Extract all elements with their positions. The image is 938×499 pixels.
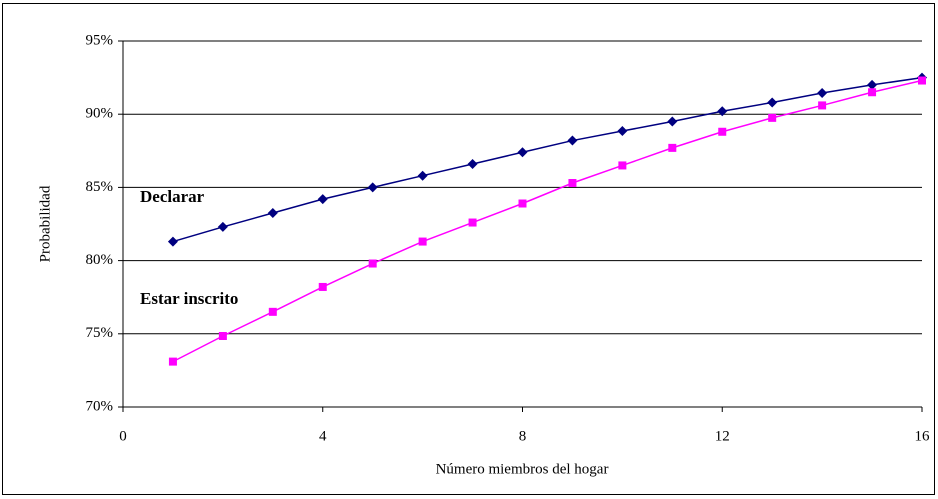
y-tick-label: 90% [86, 106, 114, 122]
marker [867, 79, 878, 90]
y-tick-label: 85% [86, 179, 114, 195]
x-tick-label: 12 [715, 428, 730, 444]
marker [267, 208, 278, 219]
y-tick-label: 75% [86, 325, 114, 341]
marker [467, 158, 478, 169]
marker [768, 113, 777, 122]
x-tick-label: 4 [319, 428, 327, 444]
marker [567, 135, 578, 146]
marker [718, 127, 727, 136]
y-tick-label: 70% [86, 398, 114, 414]
marker [368, 259, 377, 268]
marker [618, 161, 627, 170]
marker [817, 87, 828, 98]
marker [667, 116, 678, 127]
marker [167, 236, 178, 247]
series-line [172, 79, 923, 363]
x-axis-label: Número miembros del hogar [436, 461, 609, 477]
marker [468, 218, 477, 227]
annotation: Declarar [140, 187, 205, 206]
marker [417, 170, 428, 181]
marker [418, 237, 427, 246]
x-tick-label: 16 [915, 428, 931, 444]
marker [717, 106, 728, 117]
marker [767, 97, 778, 108]
marker [868, 88, 877, 97]
y-axis-label: Probabilidad [37, 185, 53, 262]
chart-frame [2, 3, 935, 495]
marker [668, 143, 677, 152]
marker [218, 331, 227, 340]
marker [518, 199, 527, 208]
marker [317, 194, 328, 205]
marker [918, 76, 926, 85]
y-tick-label: 80% [86, 252, 114, 268]
marker [318, 282, 327, 291]
y-tick-label: 95% [86, 32, 114, 48]
marker [217, 221, 228, 232]
x-tick-label: 8 [519, 428, 527, 444]
marker [517, 147, 528, 158]
marker [568, 179, 577, 188]
series-line [172, 76, 923, 243]
annotation: Estar inscrito [140, 289, 238, 308]
marker [818, 101, 827, 110]
x-tick-label: 0 [119, 428, 127, 444]
marker [168, 357, 177, 366]
marker [367, 182, 378, 193]
marker [617, 126, 628, 137]
marker [268, 307, 277, 316]
